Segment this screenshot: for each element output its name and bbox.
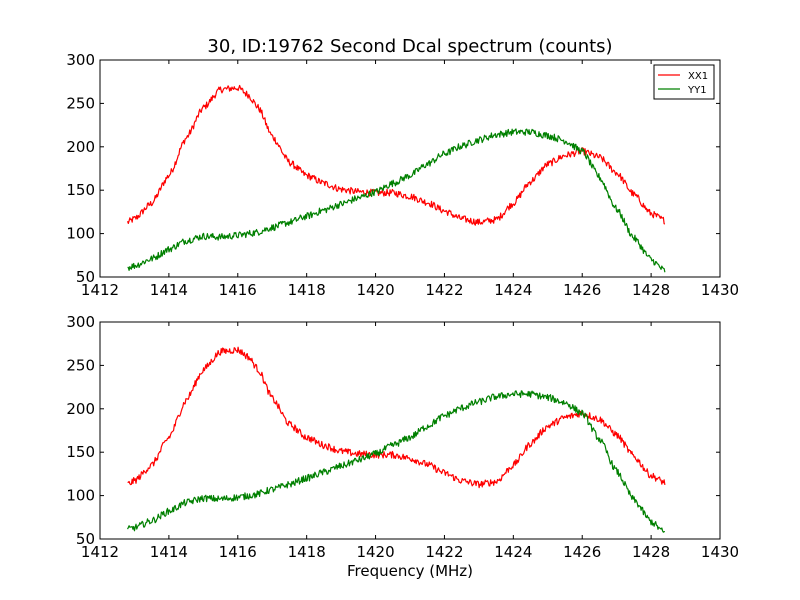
- y-tick-label: 250: [66, 94, 95, 112]
- x-tick-label: 1420: [356, 543, 394, 561]
- axes-frame: [99, 59, 721, 278]
- x-axis-label: Frequency (MHz): [347, 562, 473, 580]
- subplots: 1412 1414 1416 1418 1420 1422 1424 1426 1428 1430…: [66, 36, 739, 580]
- y-tick-label: 50: [76, 268, 95, 286]
- series-line-yy1: [127, 128, 666, 273]
- series-line-series-2: [127, 390, 665, 533]
- x-tick-label: 1426: [563, 281, 601, 299]
- x-tick-label: 1412: [81, 543, 119, 561]
- x-tick-label: 1416: [219, 281, 257, 299]
- legend-label-xx1: XX1: [688, 71, 708, 82]
- x-tick-label: 1426: [563, 543, 601, 561]
- x-tick-label: 1424: [494, 281, 532, 299]
- x-tick-label: 1424: [494, 543, 532, 561]
- y-tick-label: 50: [76, 530, 95, 548]
- series-group: [126, 84, 666, 273]
- series-group: [127, 346, 666, 533]
- chart-title: 30, ID:19762 Second Dcal spectrum (count…: [207, 36, 612, 57]
- axes-frame: [99, 321, 721, 540]
- y-tick-label: 300: [66, 51, 95, 69]
- y-tick-label: 150: [66, 443, 95, 461]
- x-tick-label: 1422: [425, 281, 463, 299]
- y-tick-label: 300: [66, 313, 95, 331]
- legend-box: [653, 64, 715, 100]
- subplot-1: 1412 1414 1416 1418 1420 1422 1424 1426 1428 1430…: [66, 36, 739, 299]
- series-line-xx1: [126, 84, 666, 226]
- x-tick-label: 1430: [701, 543, 739, 561]
- x-tick-label: 1430: [701, 281, 739, 299]
- x-tick-label: 1418: [288, 281, 326, 299]
- x-tick-label: 1416: [219, 543, 257, 561]
- y-tick-label: 200: [66, 400, 95, 418]
- y-tick-label: 200: [66, 138, 95, 156]
- y-tick-label: 100: [66, 487, 95, 505]
- x-tick-label: 1420: [356, 281, 394, 299]
- y-tick-label: 100: [66, 225, 95, 243]
- y-tick-label: 250: [66, 356, 95, 374]
- series-line-series-1: [127, 346, 666, 489]
- x-tick-label: 1428: [632, 281, 670, 299]
- y-tick-label: 150: [66, 181, 95, 199]
- x-tick-label: 1428: [632, 543, 670, 561]
- x-tick-label: 1418: [288, 543, 326, 561]
- x-tick-label: 1422: [425, 543, 463, 561]
- x-tick-label: 1412: [81, 281, 119, 299]
- subplot-2: 1412 1414 1416 1418 1420 1422 1424 1426 1428 1430…: [66, 313, 739, 580]
- x-tick-label: 1414: [150, 543, 188, 561]
- legend-label-yy1: YY1: [687, 85, 707, 96]
- x-tick-label: 1414: [150, 281, 188, 299]
